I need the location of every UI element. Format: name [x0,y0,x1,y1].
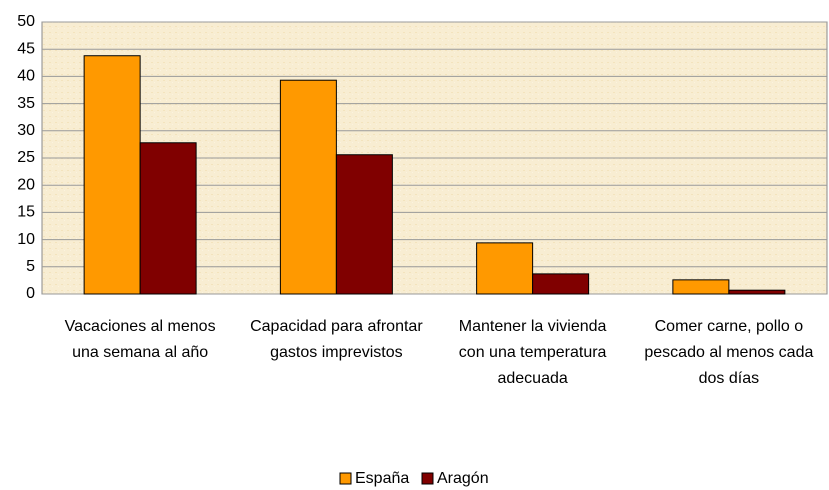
legend-swatch [421,472,434,485]
bar [532,273,590,295]
y-tick-label: 0 [26,285,35,302]
bar [476,242,534,295]
y-tick-label: 25 [17,149,35,166]
legend-label: Aragón [437,470,489,487]
bar [335,154,393,295]
x-tick-label: Capacidad para afrontar gastos imprevist… [250,318,423,361]
y-tick-label: 30 [17,122,35,139]
y-tick-label: 15 [17,204,35,221]
y-tick-label: 10 [17,231,35,248]
y-tick-label: 5 [26,258,35,275]
x-tick-label: Comer carne, pollo o pescado al menos ca… [644,318,814,387]
y-tick-label: 45 [17,40,35,57]
bar [83,55,141,295]
x-tick-label: Vacaciones al menos una semana al año [64,318,216,361]
x-tick-label: Mantener la vivienda con una temperatura… [458,318,607,387]
bar [728,289,786,295]
legend-label: España [355,470,409,487]
y-tick-label: 20 [17,176,35,193]
y-tick-label: 50 [17,13,35,30]
bar [672,279,730,295]
bar [139,142,197,295]
legend-swatch [339,472,352,485]
y-tick-label: 35 [17,95,35,112]
bar [279,79,337,295]
y-tick-label: 40 [17,68,35,85]
